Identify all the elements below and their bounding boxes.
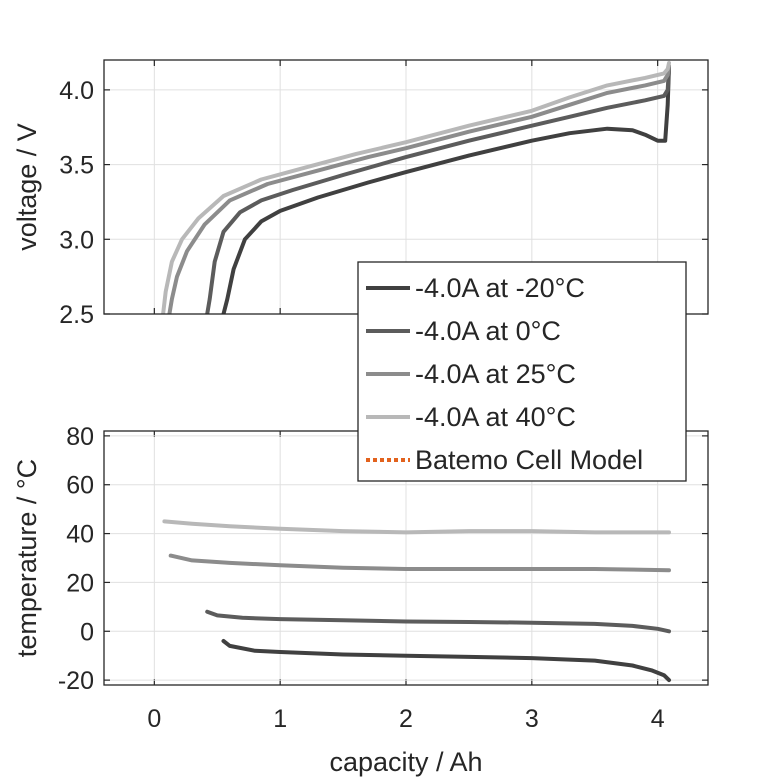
temperature-ytick-label-5: 80: [66, 423, 94, 451]
capacity-xtick-label-2: 2: [399, 705, 413, 733]
temperature-y-ticks: -20 0 20 40 60 80: [58, 423, 94, 695]
temperature-series-line-3: [162, 519, 671, 535]
voltage-y-axis-label: voltage / V: [12, 123, 42, 251]
temperature-ytick-label-4: 60: [66, 472, 94, 500]
legend-label-2: -4.0A at 25°C: [415, 359, 576, 389]
voltage-y-ticks: 2.5 3.0 3.5 4.0: [59, 77, 94, 329]
temperature-series-line-0: [221, 639, 671, 683]
voltage-series-group: [161, 61, 671, 314]
voltage-series-line-0: [221, 65, 671, 314]
voltage-ytick-label-1: 3.0: [59, 226, 94, 254]
voltage-series-line-1: [205, 65, 671, 314]
temperature-ytick-label-2: 20: [66, 569, 94, 597]
voltage-ytick-label-2: 3.5: [59, 152, 94, 180]
legend: -4.0A at -20°C -4.0A at 0°C -4.0A at 25°C -…: [357, 261, 687, 482]
voltage-ytick-label-0: 2.5: [59, 301, 94, 329]
temperature-ytick-label-1: 0: [80, 618, 94, 646]
capacity-xtick-label-1: 1: [273, 705, 287, 733]
voltage-series-line-2: [167, 64, 671, 314]
voltage-plot: 2.5 3.0 3.5 4.0 voltage / V: [12, 59, 709, 329]
legend-label-3: -4.0A at 40°C: [415, 402, 576, 432]
temperature-series-line-2: [168, 553, 671, 573]
temperature-series-line-1: [205, 609, 671, 634]
capacity-x-axis-label: capacity / Ah: [329, 747, 482, 777]
voltage-ytick-label-3: 4.0: [59, 77, 94, 105]
temperature-y-axis-label: temperature / °C: [12, 459, 42, 657]
temperature-series-group: [162, 519, 671, 683]
temperature-ytick-label-3: 40: [66, 521, 94, 549]
legend-label-4: Batemo Cell Model: [415, 445, 643, 475]
capacity-x-ticks: 0 1 2 3 4: [147, 705, 664, 733]
capacity-xtick-label-4: 4: [651, 705, 665, 733]
capacity-xtick-label-0: 0: [147, 705, 161, 733]
legend-box: [357, 261, 687, 482]
voltage-series-line-3: [161, 61, 671, 314]
capacity-xtick-label-3: 3: [525, 705, 539, 733]
legend-entries: -4.0A at -20°C -4.0A at 0°C -4.0A at 25°C -…: [366, 273, 643, 475]
temperature-plot: -20 0 20 40 60 80 0 1 2 3 4 temperature / °C capa…: [12, 423, 709, 777]
temperature-ytick-label-0: -20: [58, 667, 94, 695]
legend-label-0: -4.0A at -20°C: [415, 273, 585, 303]
legend-label-1: -4.0A at 0°C: [415, 316, 561, 346]
